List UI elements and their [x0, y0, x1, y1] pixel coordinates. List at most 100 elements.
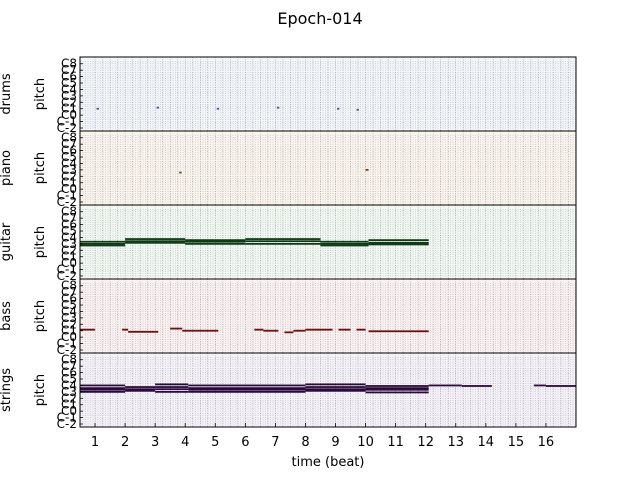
x-tick-label: 3: [151, 435, 159, 450]
note: [533, 384, 546, 387]
note: [305, 328, 333, 331]
pitch-tick-label: C2: [61, 317, 77, 331]
note: [80, 390, 126, 393]
note: [368, 243, 429, 246]
note: [337, 107, 340, 110]
note: [305, 383, 366, 386]
pitch-tick-label: C8: [61, 279, 77, 293]
pitch-tick-label: C4: [61, 82, 77, 96]
note: [356, 328, 366, 331]
pitch-tick-label: C-1: [57, 337, 77, 351]
pitch-tick-label: C7: [61, 63, 77, 77]
note: [305, 389, 366, 392]
note: [365, 388, 429, 391]
pitch-tick-label: C7: [61, 211, 77, 225]
note: [276, 106, 280, 109]
pitch-tick-label: C-1: [57, 189, 77, 203]
pitch-tick-label: C3: [61, 163, 77, 177]
note: [263, 329, 279, 332]
pitch-tick-label: C5: [61, 372, 77, 386]
note: [80, 244, 126, 247]
pitch-tick-label: C8: [61, 131, 77, 145]
note: [338, 328, 351, 331]
pitch-tick-label: C0: [61, 404, 77, 418]
pitch-tick-label: C1: [61, 102, 77, 116]
note: [125, 389, 156, 392]
pitch-tick-label: C6: [61, 144, 77, 158]
note: [128, 330, 159, 333]
pitch-tick-label: C7: [61, 137, 77, 151]
note: [155, 390, 189, 393]
pitch-tick-label: C0: [61, 256, 77, 270]
x-tick-label: 13: [447, 435, 464, 450]
pitch-tick-label: C1: [61, 324, 77, 338]
x-tick-label: 14: [478, 435, 495, 450]
note: [368, 241, 429, 244]
pitch-tick-label: C2: [61, 243, 77, 257]
pitch-tick-label: C4: [61, 304, 77, 318]
note: [155, 386, 189, 388]
panel-background: [80, 131, 576, 205]
note: [461, 385, 492, 387]
note: [185, 240, 246, 243]
pitch-tick-label: C0: [61, 330, 77, 344]
note: [188, 388, 306, 391]
pitch-tick-label: C5: [61, 150, 77, 164]
pitch-tick-label: C8: [61, 353, 77, 367]
panel-frame: [79, 352, 577, 428]
note: [545, 385, 576, 387]
x-tick-label: 9: [331, 435, 339, 450]
panel-background: [80, 57, 576, 131]
pitch-tick-label: C-2: [57, 417, 77, 431]
pitch-axis-label: pitch: [33, 78, 48, 110]
pitch-tick-label: C5: [61, 224, 77, 238]
note: [305, 386, 366, 388]
note: [188, 390, 306, 393]
note: [125, 388, 156, 391]
note: [122, 328, 129, 331]
pitch-tick-label: C6: [61, 218, 77, 232]
x-tick-label: 10: [357, 435, 374, 450]
note: [245, 238, 321, 240]
x-tick-label: 11: [387, 435, 404, 450]
note: [188, 387, 306, 390]
track-label: piano: [0, 150, 14, 186]
panel-background: [80, 279, 576, 353]
x-tick-label: 4: [181, 435, 189, 450]
note: [155, 383, 189, 386]
pitch-tick-label: C1: [61, 398, 77, 412]
note: [155, 388, 189, 391]
pitch-tick-label: C1: [61, 176, 77, 190]
pitch-tick-label: C8: [61, 205, 77, 219]
track-label: drums: [0, 73, 14, 114]
note: [245, 240, 321, 243]
pitch-axis-label: pitch: [33, 374, 48, 406]
pitch-tick-label: C-2: [57, 343, 77, 357]
x-tick-label: 5: [211, 435, 219, 450]
note: [188, 384, 306, 387]
note: [185, 239, 246, 242]
x-tick-label: 15: [508, 435, 525, 450]
note: [80, 328, 96, 331]
pitch-tick-label: C6: [61, 70, 77, 84]
note: [156, 106, 160, 109]
note: [254, 328, 264, 331]
pitch-tick-label: C4: [61, 230, 77, 244]
pitch-tick-label: C8: [61, 57, 77, 71]
note: [125, 240, 186, 243]
pitch-tick-label: C7: [61, 285, 77, 299]
note: [80, 388, 126, 391]
note: [320, 242, 369, 245]
x-tick-label: 8: [301, 435, 309, 450]
note: [365, 387, 429, 390]
note: [305, 388, 366, 391]
pitch-tick-label: C0: [61, 182, 77, 196]
note: [179, 171, 182, 174]
note: [320, 244, 369, 247]
note: [182, 329, 219, 332]
